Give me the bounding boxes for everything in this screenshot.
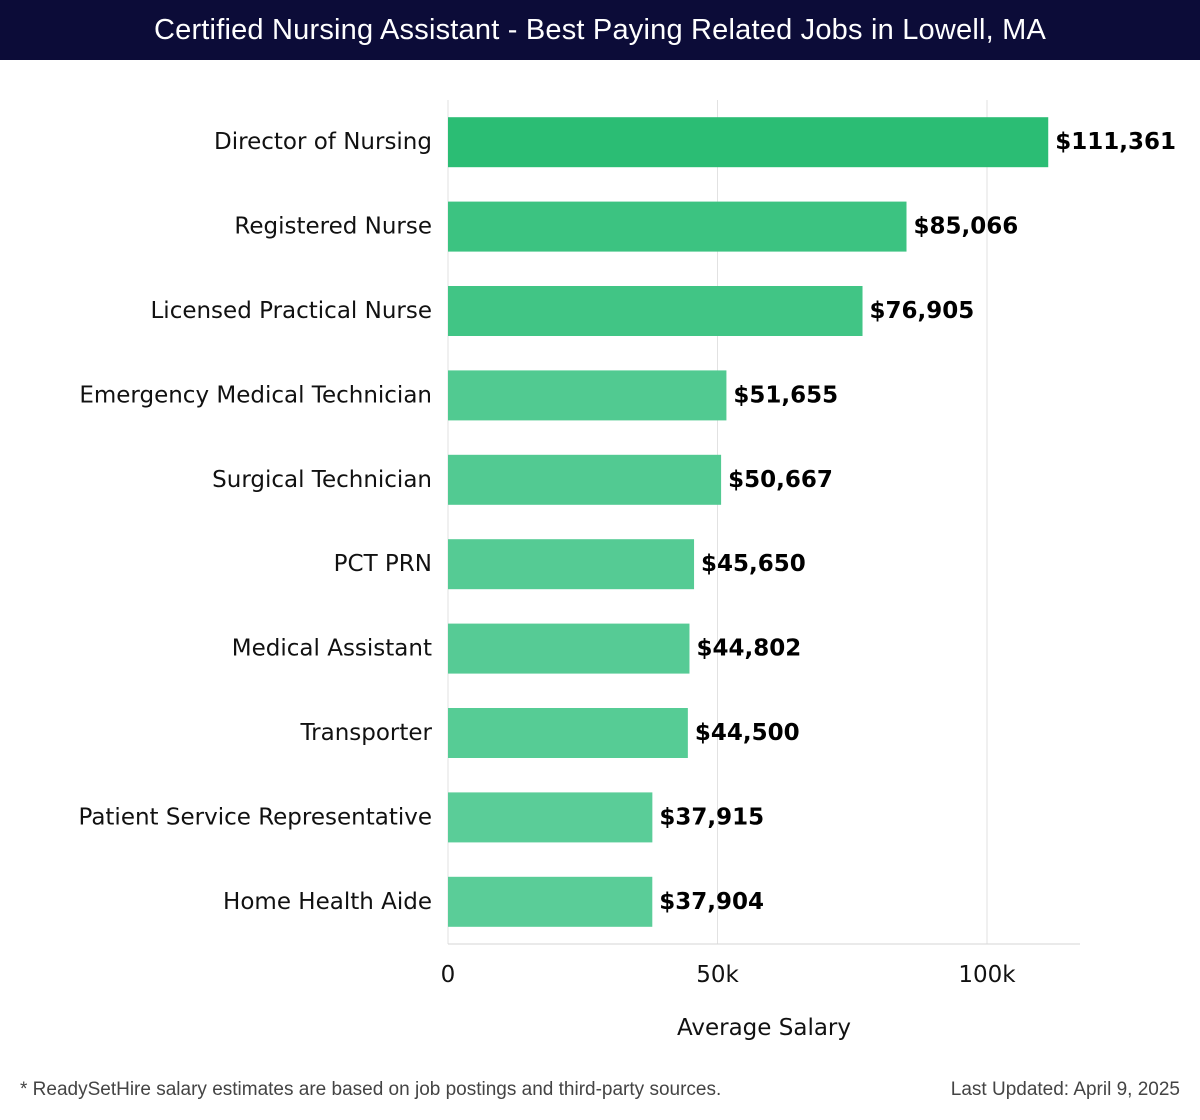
x-tick-label-0: 0 bbox=[441, 962, 456, 988]
category-labels: Director of Nursing Registered Nurse Licen… bbox=[78, 129, 432, 915]
value-label-2: $76,905 bbox=[870, 298, 975, 324]
bar-0 bbox=[448, 117, 1049, 168]
bar-8 bbox=[448, 792, 653, 843]
x-axis-title: Average Salary bbox=[677, 1015, 851, 1041]
value-label-7: $44,500 bbox=[695, 720, 800, 746]
value-label-6: $44,802 bbox=[696, 636, 801, 662]
footnote: * ReadySetHire salary estimates are base… bbox=[20, 1079, 722, 1100]
value-label-1: $85,066 bbox=[914, 214, 1019, 240]
bars bbox=[448, 117, 1049, 927]
value-label-4: $50,667 bbox=[728, 467, 833, 493]
bar-4 bbox=[448, 454, 722, 505]
value-labels: $111,361 $85,066 $76,905 $51,655 $50,667 $45,… bbox=[659, 129, 1176, 915]
value-label-5: $45,650 bbox=[701, 551, 806, 577]
category-label-5: PCT PRN bbox=[334, 551, 432, 577]
value-label-8: $37,915 bbox=[659, 804, 764, 830]
bar-9 bbox=[448, 876, 653, 927]
last-updated: Last Updated: April 9, 2025 bbox=[950, 1079, 1180, 1100]
x-tick-label-1: 50k bbox=[696, 962, 739, 988]
bar-6 bbox=[448, 623, 690, 674]
category-label-2: Licensed Practical Nurse bbox=[150, 298, 432, 324]
bar-1 bbox=[448, 201, 907, 252]
category-label-7: Transporter bbox=[299, 720, 432, 746]
bar-5 bbox=[448, 539, 695, 590]
category-label-6: Medical Assistant bbox=[232, 636, 432, 662]
category-label-0: Director of Nursing bbox=[214, 129, 432, 155]
category-label-4: Surgical Technician bbox=[212, 467, 432, 493]
category-label-3: Emergency Medical Technician bbox=[79, 382, 432, 408]
bar-7 bbox=[448, 708, 688, 758]
category-label-9: Home Health Aide bbox=[223, 889, 432, 915]
value-label-0: $111,361 bbox=[1055, 129, 1176, 155]
title-bar: Certified Nursing Assistant - Best Payin… bbox=[0, 0, 1200, 60]
bar-chart: Director of Nursing Registered Nurse Licen… bbox=[78, 100, 1176, 1041]
chart-title: Certified Nursing Assistant - Best Payin… bbox=[153, 13, 1047, 46]
value-label-3: $51,655 bbox=[733, 382, 838, 408]
bar-3 bbox=[448, 370, 727, 421]
category-label-8: Patient Service Representative bbox=[78, 804, 432, 830]
value-label-9: $37,904 bbox=[659, 889, 764, 915]
category-label-1: Registered Nurse bbox=[234, 214, 432, 240]
x-axis: 0 50k 100k bbox=[441, 943, 1080, 988]
bar-2 bbox=[448, 286, 863, 336]
x-tick-label-2: 100k bbox=[958, 962, 1016, 988]
